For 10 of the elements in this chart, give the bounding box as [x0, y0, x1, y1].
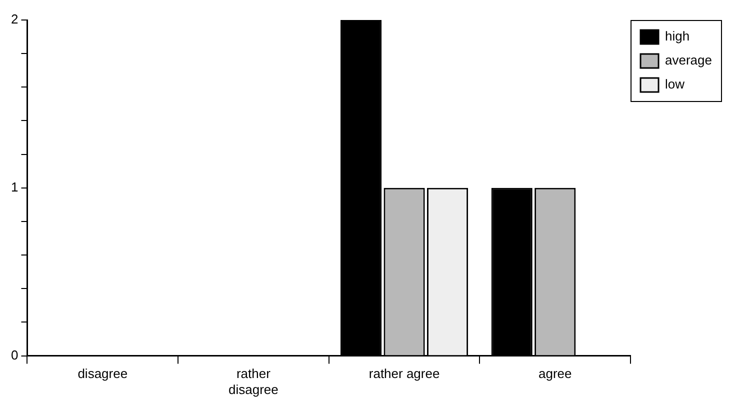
y-tick-label: 1 — [10, 179, 18, 194]
x-tick-label: rather agree — [368, 366, 440, 382]
x-tick-label: disagree — [78, 366, 128, 382]
x-tick-label: rather disagree — [228, 366, 278, 397]
y-tick-label: 2 — [10, 12, 18, 27]
x-tick-label: agree — [538, 366, 572, 382]
legend-label: average — [665, 52, 712, 68]
legend-label: low — [665, 76, 686, 92]
y-tick-label: 0 — [10, 347, 18, 362]
legend-label: high — [665, 28, 690, 44]
